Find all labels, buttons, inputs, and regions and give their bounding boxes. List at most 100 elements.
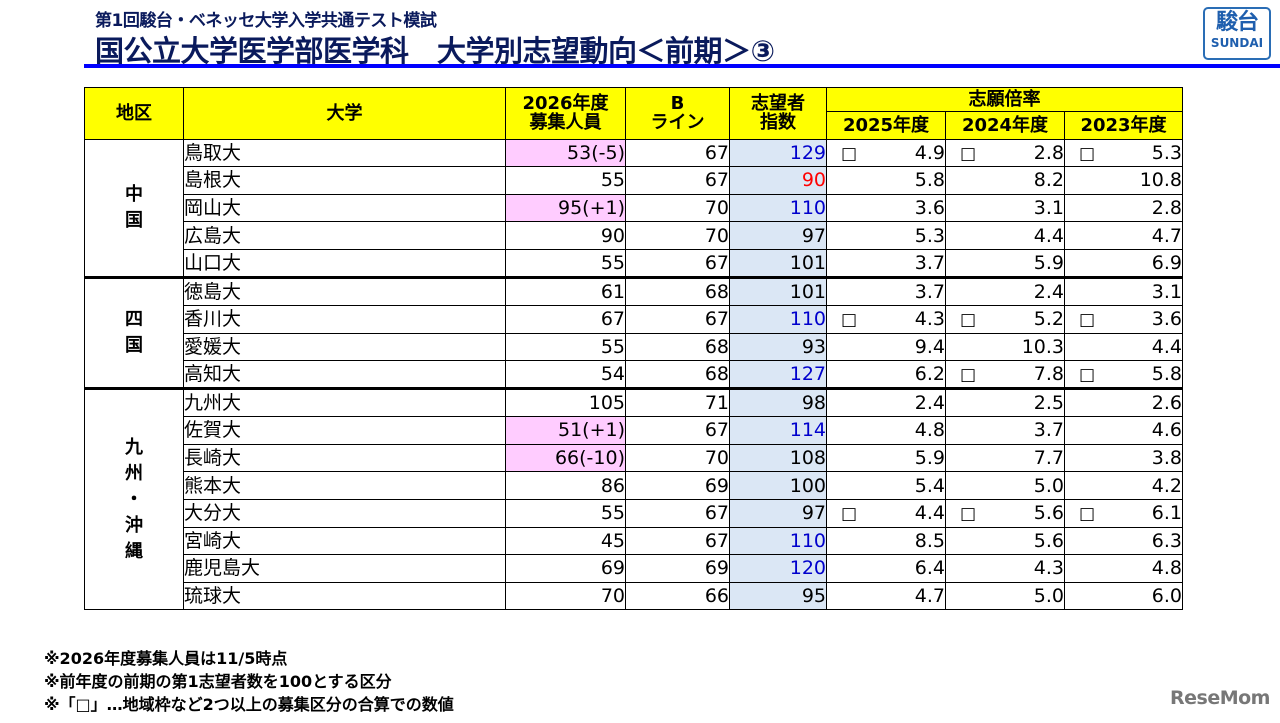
ratio-value: 5.0 <box>1033 585 1064 608</box>
ratio-value: 2.8 <box>1033 141 1064 164</box>
ratio-2025-cell: 9.4 <box>826 332 946 362</box>
index-cell: 110 <box>729 304 827 334</box>
university-name: 山口大 <box>183 248 506 278</box>
page-title: 国公立大学医学部医学科 大学別志望動向＜前期＞③ <box>95 34 775 68</box>
ratio-value: 5.8 <box>1151 363 1182 386</box>
bline-cell: 67 <box>625 526 730 556</box>
combined-quota-box-icon: □ <box>960 365 977 386</box>
university-name: 岡山大 <box>183 193 506 223</box>
table-row: 熊本大 86 69 100 5.4 5.0 4.2 <box>85 471 1183 500</box>
ratio-2023-cell: 6.3 <box>1064 526 1183 556</box>
capacity-cell: 95(+1) <box>505 193 626 223</box>
combined-quota-box-icon: □ <box>841 503 858 524</box>
bline-cell: 67 <box>625 248 730 278</box>
ratio-value: 2.5 <box>1033 392 1064 415</box>
ratio-value: 4.8 <box>1151 557 1182 580</box>
ratio-value: 6.4 <box>914 557 945 580</box>
ratio-2024-cell: 5.9 <box>945 248 1065 278</box>
university-name: 島根大 <box>183 166 506 195</box>
ratio-value: 4.7 <box>914 585 945 608</box>
university-name: 高知大 <box>183 360 506 390</box>
index-cell: 110 <box>729 193 827 223</box>
region-char: 州 <box>125 462 143 484</box>
ratio-value: 4.2 <box>1151 474 1182 497</box>
col-ratio-2024: 2024年度 <box>945 111 1065 140</box>
index-cell: 90 <box>729 166 827 195</box>
bline-cell: 66 <box>625 581 730 611</box>
ratio-value: 3.7 <box>1033 419 1064 442</box>
ratio-2023-cell: 10.8 <box>1064 166 1183 195</box>
ratio-value: 2.4 <box>914 392 945 415</box>
bline-cell: 67 <box>625 416 730 445</box>
ratio-value: 5.2 <box>1033 308 1064 331</box>
ratio-2025-cell: 5.8 <box>826 166 946 195</box>
table-row: 四国徳島大 61 68 101 3.7 2.4 3.1 <box>84 275 1183 390</box>
ratio-value: 7.7 <box>1033 447 1064 470</box>
ratio-value: 3.8 <box>1151 447 1182 470</box>
footnote-2: ※前年度の前期の第1志望者数を100とする区分 <box>44 672 392 691</box>
ratio-2025-cell: 6.2 <box>826 360 946 390</box>
col-ratio-2025: 2025年度 <box>826 111 946 140</box>
table-row: 鹿児島大 69 69 120 6.4 4.3 4.8 <box>85 554 1183 583</box>
ratio-2024-cell: 4.3 <box>945 554 1065 583</box>
index-cell: 97 <box>729 498 827 528</box>
ratio-value: 4.8 <box>914 419 945 442</box>
ratio-value: 6.3 <box>1151 529 1182 552</box>
university-name: 広島大 <box>183 221 506 250</box>
col-ratio-group: 志願倍率 <box>826 87 1183 112</box>
table-row: 山口大 55 67 101 3.7 5.9 6.9 <box>85 248 1183 278</box>
combined-quota-box-icon: □ <box>1079 365 1096 386</box>
bline-cell: 69 <box>625 554 730 583</box>
university-name: 愛媛大 <box>183 332 506 362</box>
index-cell: 101 <box>729 275 827 306</box>
capacity-cell: 55 <box>505 332 626 362</box>
footnotes: ※2026年度募集人員は11/5時点 ※前年度の前期の第1志望者数を100とする… <box>44 647 454 716</box>
capacity-cell: 86 <box>505 471 626 500</box>
ratio-2024-cell: 4.4 <box>945 221 1065 250</box>
ratio-value: 2.4 <box>1033 280 1064 303</box>
table-row: 愛媛大 55 68 93 9.4 10.3 4.4 <box>85 332 1183 362</box>
ratio-value: 4.4 <box>914 502 945 525</box>
table-row: 広島大 90 70 97 5.3 4.4 4.7 <box>85 221 1183 250</box>
ratio-value: 3.6 <box>1151 308 1182 331</box>
ratio-value: 5.3 <box>1151 141 1182 164</box>
ratio-2024-cell: □ 5.6 <box>945 498 1065 528</box>
index-cell: 108 <box>729 443 827 473</box>
university-name: 徳島大 <box>183 275 506 306</box>
ratio-2025-cell: 2.4 <box>826 387 946 418</box>
col-region: 地区 <box>84 87 184 140</box>
ratio-2024-cell: □ 5.2 <box>945 304 1065 334</box>
region-cell: 中国 <box>84 138 184 278</box>
ratio-2025-cell: □ 4.3 <box>826 304 946 334</box>
resemom-watermark: ReseMom <box>1170 687 1270 709</box>
ratio-2023-cell: 3.1 <box>1064 275 1183 306</box>
ratio-2023-cell: 4.2 <box>1064 471 1183 500</box>
combined-quota-box-icon: □ <box>960 309 977 330</box>
ratio-value: 4.7 <box>1151 224 1182 247</box>
table-row: 長崎大 66(-10) 70 108 5.9 7.7 3.8 <box>85 443 1183 473</box>
index-cell: 93 <box>729 332 827 362</box>
ratio-2024-cell: 2.5 <box>945 387 1065 418</box>
ratio-value: 4.3 <box>914 308 945 331</box>
university-name: 鹿児島大 <box>183 554 506 583</box>
ratio-2023-cell: 4.4 <box>1064 332 1183 362</box>
ratio-2024-cell: 5.6 <box>945 526 1065 556</box>
table-row: 中国鳥取大 53(-5) 67 129 □ 4.9 □ 2.8 □ 5.3 <box>84 138 1183 278</box>
ratio-value: 3.6 <box>914 197 945 220</box>
ratio-value: 6.0 <box>1151 585 1182 608</box>
bline-cell: 67 <box>625 498 730 528</box>
ratio-2025-cell: 6.4 <box>826 554 946 583</box>
index-cell: 101 <box>729 248 827 278</box>
ratio-2023-cell: □ 5.3 <box>1064 138 1183 168</box>
ratio-2023-cell: □ 6.1 <box>1064 498 1183 528</box>
table-row: 島根大 55 67 90 5.8 8.2 10.8 <box>85 166 1183 195</box>
col-index: 志望者 指数 <box>729 87 827 140</box>
ratio-2024-cell: 2.4 <box>945 275 1065 306</box>
bline-cell: 68 <box>625 360 730 390</box>
ratio-2025-cell: 5.9 <box>826 443 946 473</box>
bline-cell: 67 <box>625 138 730 168</box>
ratio-2023-cell: 2.8 <box>1064 193 1183 223</box>
ratio-2023-cell: 6.0 <box>1064 581 1183 611</box>
bline-cell: 71 <box>625 387 730 418</box>
capacity-cell: 69 <box>505 554 626 583</box>
